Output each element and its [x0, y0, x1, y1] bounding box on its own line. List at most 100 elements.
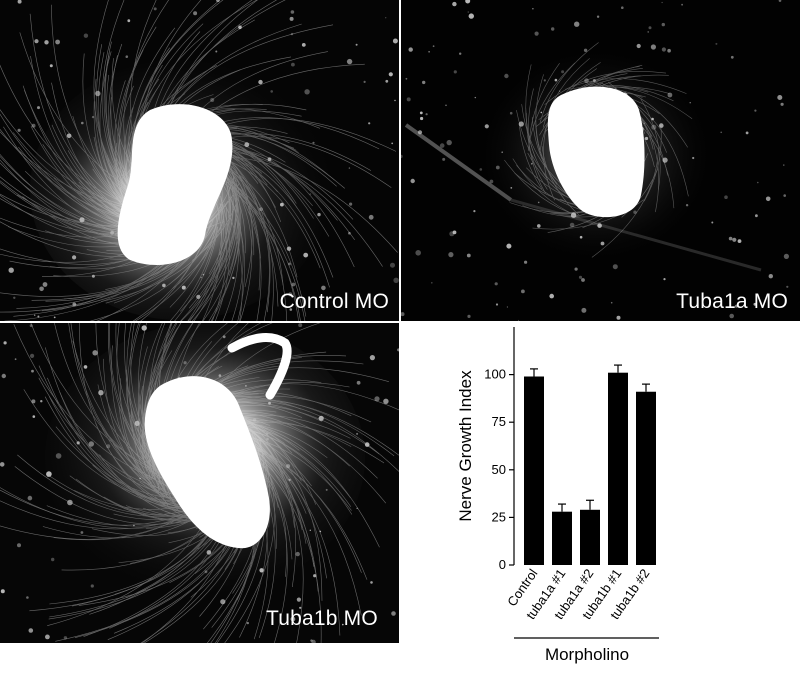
- speckle: [786, 285, 789, 288]
- speckle: [730, 55, 734, 59]
- speckle: [650, 44, 656, 50]
- speckle: [244, 142, 250, 148]
- speckle: [355, 43, 358, 46]
- speckle: [356, 432, 359, 435]
- speckle: [661, 22, 665, 27]
- speckle: [266, 432, 269, 435]
- speckle: [392, 38, 398, 44]
- speckle: [583, 48, 588, 52]
- neurite-fiber: [591, 148, 659, 258]
- speckle: [317, 212, 321, 217]
- speckle: [633, 210, 637, 214]
- speckle: [290, 32, 294, 36]
- speckle: [489, 179, 494, 184]
- speckle: [663, 278, 666, 281]
- speckle: [484, 124, 489, 129]
- speckle: [363, 80, 366, 83]
- speckle: [37, 315, 40, 318]
- speckle: [31, 399, 36, 404]
- speckle: [79, 217, 85, 223]
- speckle: [200, 276, 202, 279]
- speckle: [422, 80, 426, 85]
- speckle: [415, 250, 421, 256]
- speckle: [501, 151, 503, 153]
- x-axis-title: Morpholino: [545, 645, 629, 664]
- speckle: [309, 193, 312, 195]
- speckle: [374, 396, 380, 402]
- speckle: [80, 531, 84, 534]
- speckle: [468, 13, 474, 19]
- speckle: [425, 113, 428, 116]
- speckle: [390, 262, 395, 268]
- speckle: [204, 570, 208, 574]
- speckle: [559, 90, 561, 92]
- bar: [580, 509, 600, 565]
- speckle: [3, 341, 7, 345]
- neurite-fiber: [528, 88, 546, 194]
- speckle: [162, 283, 166, 288]
- neurite-fiber: [631, 92, 688, 148]
- speckle: [289, 308, 293, 311]
- speckle: [419, 111, 423, 115]
- speckle: [417, 130, 423, 135]
- speckle: [286, 246, 292, 251]
- neurite-fiber: [535, 110, 558, 185]
- speckle: [13, 296, 16, 299]
- speckle: [391, 142, 394, 145]
- speckle: [311, 639, 316, 643]
- speckle: [259, 568, 264, 573]
- speckle: [467, 314, 471, 318]
- speckle: [711, 221, 714, 224]
- speckle: [561, 70, 565, 74]
- speckle: [648, 26, 652, 30]
- speckle: [537, 224, 541, 228]
- speckle: [382, 293, 385, 296]
- speckle: [467, 11, 470, 13]
- speckle: [39, 286, 44, 292]
- speckle: [26, 596, 29, 599]
- speckle: [494, 282, 498, 286]
- speckle: [439, 143, 445, 148]
- speckle: [549, 293, 554, 299]
- y-axis-title: Nerve Growth Index: [456, 370, 475, 522]
- speckle: [349, 202, 353, 206]
- panel-label-tuba1a-mo: Tuba1a MO: [676, 290, 788, 313]
- speckle: [777, 95, 783, 100]
- speckle: [288, 292, 293, 297]
- speckle: [765, 196, 771, 202]
- speckle: [31, 369, 34, 373]
- micrograph-tuba1a-image: [401, 0, 800, 321]
- speckle: [521, 289, 525, 294]
- speckle: [51, 557, 55, 562]
- speckle: [110, 230, 114, 235]
- speckle: [534, 31, 539, 36]
- speckle: [768, 274, 773, 279]
- neurite-fiber: [640, 98, 661, 191]
- bar: [552, 511, 572, 565]
- speckle: [67, 499, 73, 506]
- speckle: [612, 264, 618, 270]
- speckle: [291, 62, 295, 67]
- speckle: [506, 306, 508, 308]
- speckle: [715, 42, 718, 45]
- speckle: [584, 78, 589, 83]
- speckle: [667, 48, 671, 53]
- speckle: [643, 122, 646, 125]
- neurite-fiber: [643, 125, 662, 202]
- speckle: [267, 157, 272, 162]
- speckle: [479, 168, 483, 171]
- speckle: [651, 124, 657, 130]
- speckle: [299, 606, 302, 609]
- speckle: [667, 92, 673, 98]
- speckle: [288, 478, 291, 482]
- speckle: [348, 167, 351, 169]
- speckle: [290, 10, 295, 14]
- speckle: [342, 623, 344, 626]
- speckle: [689, 102, 691, 104]
- speckle: [218, 374, 222, 377]
- speckle: [296, 597, 301, 602]
- speckle: [246, 621, 249, 625]
- speckle: [385, 79, 389, 83]
- speckle: [581, 307, 587, 313]
- speckle: [554, 78, 558, 82]
